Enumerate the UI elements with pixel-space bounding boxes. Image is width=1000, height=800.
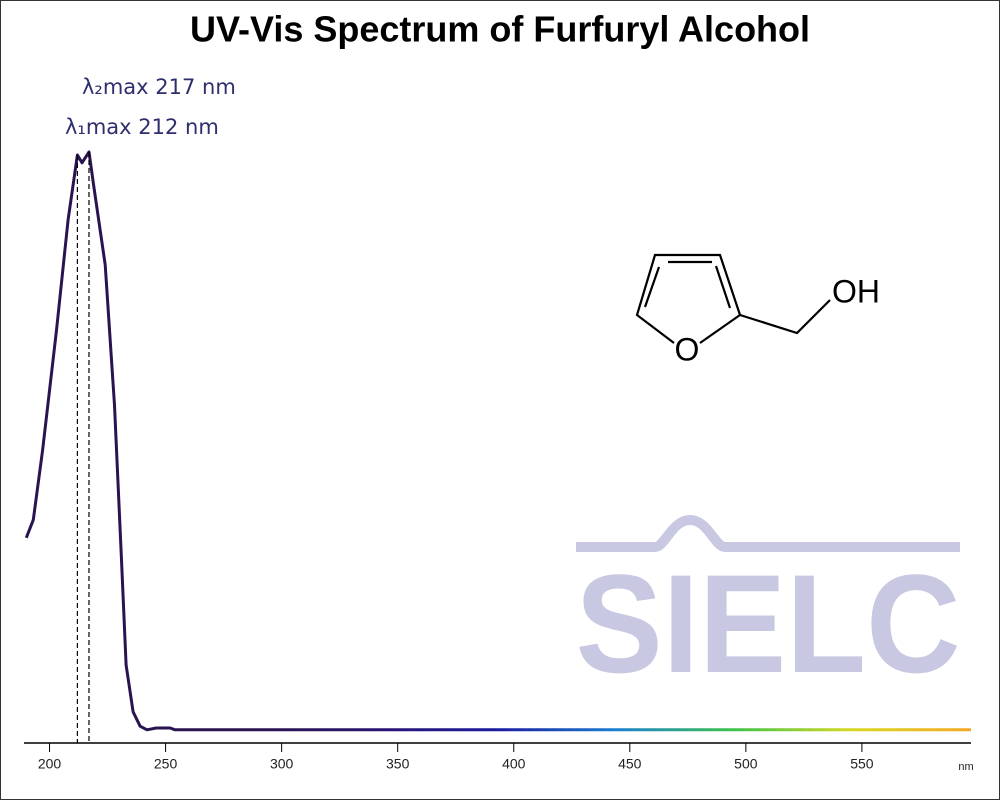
peak-annotation: λ₂max 217 nm bbox=[82, 75, 236, 99]
peak-annotation: λ₁max 212 nm bbox=[65, 115, 219, 139]
x-tick-label: 450 bbox=[618, 756, 642, 772]
x-tick-label: 500 bbox=[734, 756, 758, 772]
watermark-text: SIELC bbox=[576, 545, 961, 702]
structure bbox=[635, 253, 831, 344]
atom-label: O bbox=[675, 331, 700, 367]
x-tick-label: 400 bbox=[502, 756, 526, 772]
x-tick-label: 250 bbox=[154, 756, 178, 772]
x-axis-label: nm bbox=[958, 761, 973, 773]
atom-label: OH bbox=[832, 273, 880, 309]
x-tick-label: 300 bbox=[270, 756, 294, 772]
x-tick-label: 550 bbox=[850, 756, 874, 772]
spectrum-line bbox=[24, 150, 971, 732]
chart-title: UV-Vis Spectrum of Furfuryl Alcohol bbox=[190, 9, 810, 50]
watermark: SIELC bbox=[576, 514, 961, 702]
x-tick-label: 350 bbox=[386, 756, 410, 772]
x-tick-label: 200 bbox=[38, 756, 62, 772]
